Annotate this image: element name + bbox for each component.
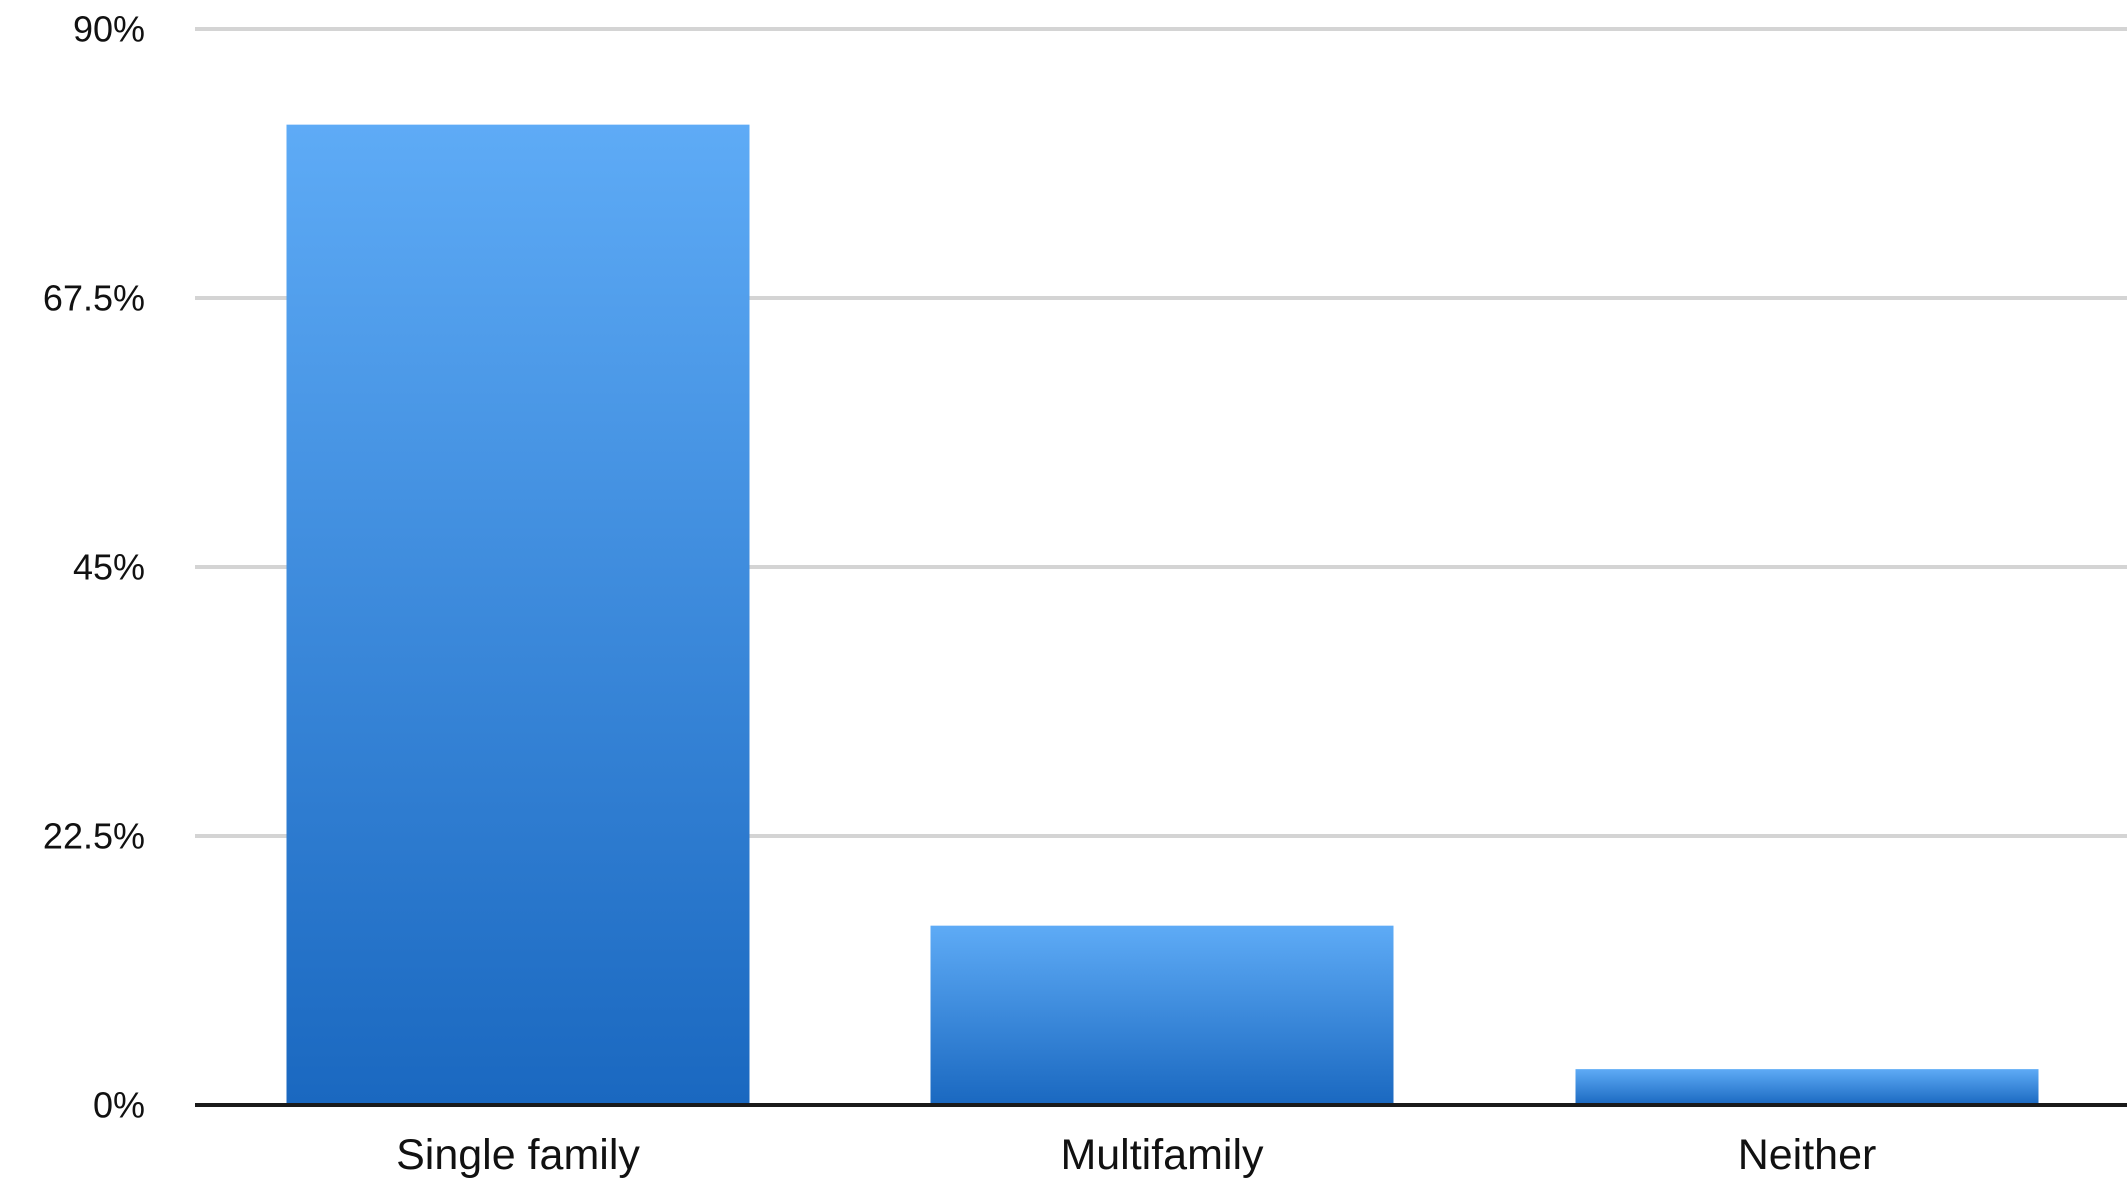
y-tick-label: 0% [93, 1085, 145, 1126]
bar-single-family [286, 124, 750, 1105]
x-category-label: Multifamily [1060, 1131, 1264, 1179]
y-tick-label: 45% [73, 547, 145, 588]
y-axis-tick-labels: 0% 22.5% 45% 67.5% 90% [43, 9, 145, 1126]
x-category-label: Neither [1738, 1131, 1877, 1179]
x-axis-category-labels: Single family Multifamily Neither [396, 1131, 1876, 1179]
x-category-label: Single family [396, 1131, 640, 1179]
bar-neither [1575, 1069, 2039, 1105]
y-tick-label: 90% [73, 9, 145, 50]
y-tick-label: 22.5% [43, 816, 145, 857]
bars [286, 124, 2039, 1105]
bar-multifamily [930, 925, 1394, 1105]
y-tick-label: 67.5% [43, 278, 145, 319]
